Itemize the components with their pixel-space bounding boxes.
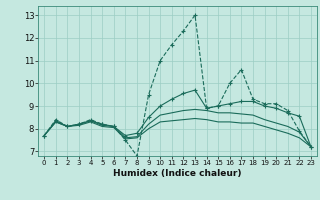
X-axis label: Humidex (Indice chaleur): Humidex (Indice chaleur) [113,169,242,178]
